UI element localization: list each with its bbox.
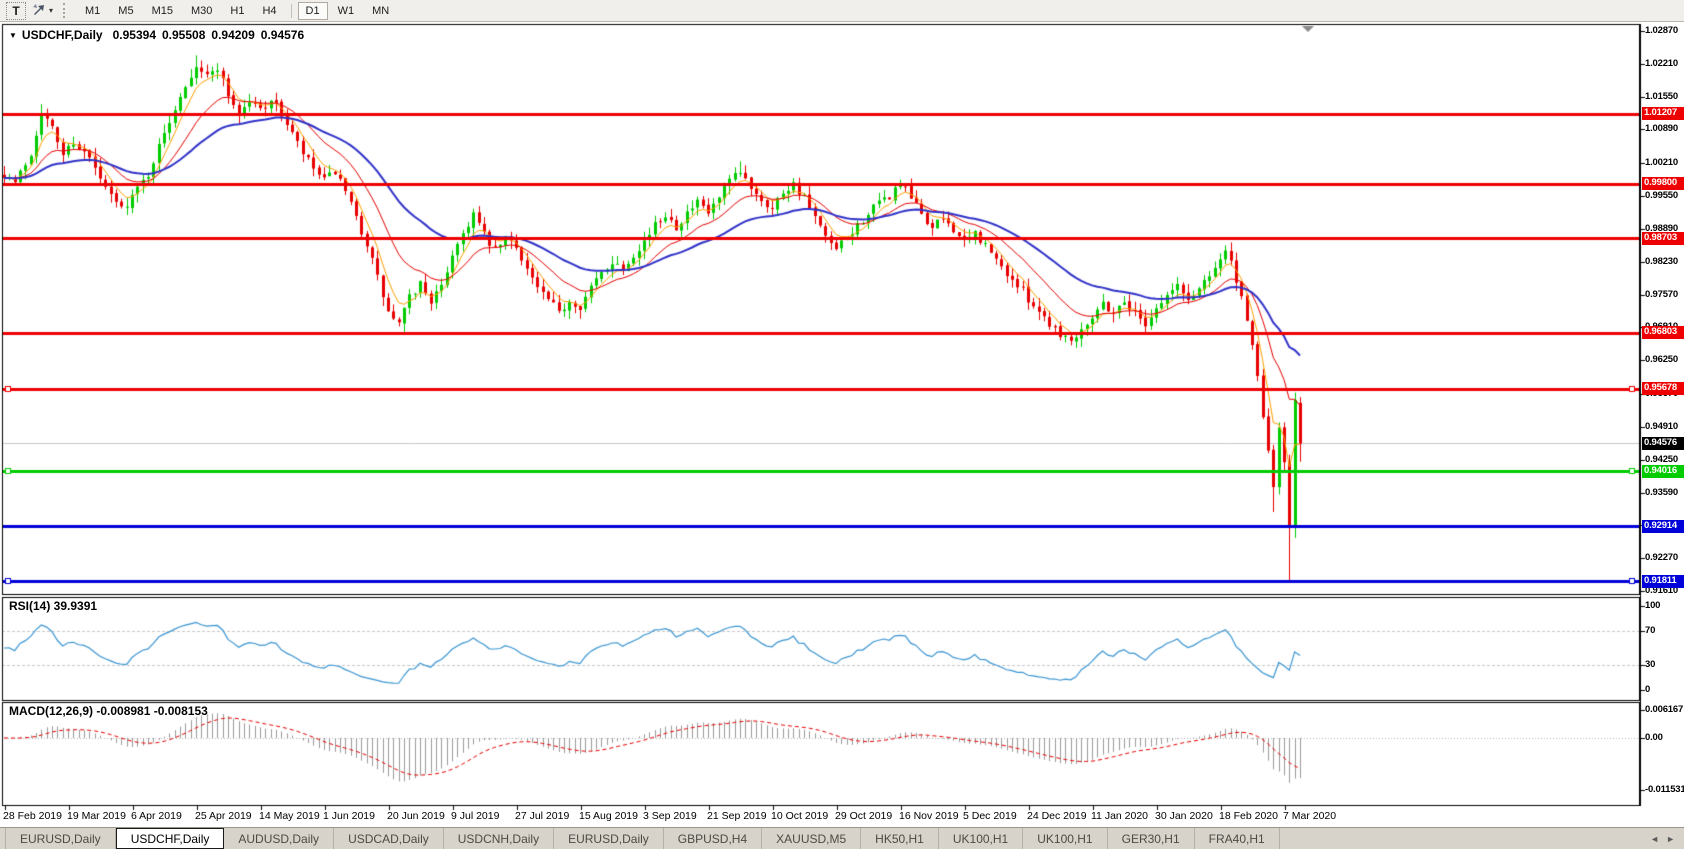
date-axis-label: 18 Feb 2020: [1219, 810, 1278, 822]
timeframe-button-mn[interactable]: MN: [364, 2, 397, 20]
date-axis-label: 25 Apr 2019: [195, 810, 252, 822]
toolbar-grip[interactable]: [63, 3, 69, 18]
rsi-indicator-label: RSI(14) 39.9391: [9, 599, 98, 613]
tab-scroll-arrows: ◄ ►: [1641, 828, 1684, 849]
text-tool-button[interactable]: T: [6, 1, 26, 20]
level-price-badge: 0.92914: [1642, 520, 1684, 533]
chart-tab-audusd-daily[interactable]: AUDUSD,Daily: [224, 828, 335, 849]
chart-tabs: EURUSD,Daily USDCHF,Daily AUDUSD,Daily USDC…: [0, 828, 1641, 849]
rsi-axis-label: 0: [1645, 684, 1651, 695]
timeframe-button-d1[interactable]: D1: [297, 1, 328, 20]
chart-tab-usdchf-daily[interactable]: USDCHF,Daily: [115, 828, 225, 849]
level-price-badge: 0.99800: [1642, 177, 1684, 190]
macd-axis-label: 0.006167: [1645, 704, 1684, 715]
chart-tab-eurusd-daily[interactable]: EURUSD,Daily: [5, 828, 116, 849]
price-axis-label: 1.01550: [1645, 90, 1678, 102]
price-axis-label: 0.92270: [1645, 552, 1678, 564]
date-axis-label: 21 Sep 2019: [707, 810, 767, 822]
chart-tabs-bar: EURUSD,Daily USDCHF,Daily AUDUSD,Daily USDC…: [0, 827, 1684, 849]
price-axis-label: 0.93590: [1645, 486, 1678, 498]
rsi-axis-label: 30: [1645, 658, 1656, 670]
date-axis-label: 1 Jun 2019: [323, 810, 375, 822]
toolbar: T ▾ M1 M5 M15 M30 H1 H4 D1 W1 MN: [0, 0, 1684, 22]
timeframe-buttons: M1 M5 M15 M30 H1 H4 D1 W1 MN: [76, 1, 398, 20]
chart-tab-uk100-h1[interactable]: UK100,H1: [939, 828, 1024, 849]
objects-tool-icon: [32, 3, 47, 19]
chart-tab-fra40-h1[interactable]: FRA40,H1: [1195, 828, 1280, 849]
price-axis-label: 1.00890: [1645, 123, 1678, 135]
date-axis-label: 24 Dec 2019: [1027, 810, 1087, 822]
chart-tab-usdcnh-daily[interactable]: USDCNH,Daily: [444, 828, 555, 849]
chart-tab-eurusd-daily[interactable]: EURUSD,Daily: [554, 828, 664, 849]
date-axis-label: 14 May 2019: [259, 810, 320, 822]
ohlc-close: 0.94576: [260, 28, 305, 42]
date-axis-label: 11 Jan 2020: [1091, 810, 1149, 822]
timeframe-button-m15[interactable]: M15: [144, 2, 181, 20]
date-axis-label: 15 Aug 2019: [579, 810, 638, 822]
date-axis-label: 16 Nov 2019: [899, 810, 959, 822]
date-axis-label: 6 Apr 2019: [131, 810, 182, 822]
chart-window[interactable]: ▼ USDCHF,Daily 0.95394 0.95508 0.94209 0.9457…: [0, 23, 1684, 827]
level-price-badge: 0.98703: [1642, 232, 1684, 245]
date-axis-label: 7 Mar 2020: [1283, 810, 1337, 822]
price-axis-label: 0.98230: [1645, 255, 1678, 267]
date-axis-label: 30 Jan 2020: [1155, 810, 1213, 822]
price-chart-canvas[interactable]: [0, 23, 1684, 827]
date-axis-label: 5 Dec 2019: [963, 810, 1017, 822]
level-price-badge: 0.94016: [1642, 465, 1684, 478]
date-axis-label: 3 Sep 2019: [643, 810, 697, 822]
ohlc-open: 0.95394: [112, 28, 156, 42]
chevron-down-icon: ▾: [49, 6, 54, 15]
current-price-badge: 0.94576: [1642, 437, 1684, 450]
price-axis-label: 1.02210: [1645, 57, 1678, 69]
collapse-caret-icon[interactable]: ▼: [9, 31, 17, 40]
toolbar-separator: [290, 3, 292, 18]
price-axis-label: 1.00210: [1645, 157, 1678, 169]
date-axis-label: 27 Jul 2019: [515, 810, 570, 822]
timeframe-button-h4[interactable]: H4: [254, 2, 284, 20]
price-axis-label: 0.96250: [1645, 354, 1678, 366]
price-axis-label: 0.98890: [1645, 222, 1678, 234]
date-axis-label: 28 Feb 2019: [3, 810, 62, 822]
scroll-tabs-left-button[interactable]: ◄: [1650, 833, 1660, 844]
rsi-axis-label: 70: [1645, 625, 1656, 637]
price-axis-label: 1.02870: [1645, 25, 1678, 36]
rsi-axis-label: 100: [1645, 600, 1661, 611]
chart-tab-gbpusd-h4[interactable]: GBPUSD,H4: [664, 828, 763, 849]
level-price-badge: 0.96803: [1642, 326, 1684, 339]
ohlc-low: 0.94209: [211, 28, 255, 42]
date-axis-label: 29 Oct 2019: [835, 810, 893, 822]
ohlc-high: 0.95508: [162, 28, 206, 42]
price-axis-label: 0.97570: [1645, 288, 1678, 300]
chart-title: ▼ USDCHF,Daily 0.95394 0.95508 0.94209 0.9457…: [9, 28, 310, 42]
macd-axis-label: 0.00: [1645, 732, 1663, 743]
price-axis-label: 0.91610: [1645, 585, 1678, 596]
macd-axis-label: -0.011531: [1645, 784, 1684, 796]
level-price-badge: 0.91811: [1642, 575, 1684, 588]
date-axis-label: 10 Oct 2019: [771, 810, 829, 822]
timeframe-button-m1[interactable]: M1: [77, 2, 108, 20]
price-axis-label: 0.94910: [1645, 420, 1678, 432]
price-axis-label: 0.99550: [1645, 190, 1678, 202]
chart-symbol-label: USDCHF,Daily: [21, 28, 103, 42]
chart-tab-usdcad-daily[interactable]: USDCAD,Daily: [334, 828, 444, 849]
scroll-tabs-right-button[interactable]: ►: [1666, 833, 1675, 844]
timeframe-button-w1[interactable]: W1: [330, 2, 363, 20]
date-axis-label: 20 Jun 2019: [387, 810, 445, 822]
objects-tool-button[interactable]: ▾: [28, 2, 57, 20]
chart-tab-hk50-h1[interactable]: HK50,H1: [861, 828, 939, 849]
timeframe-button-m5[interactable]: M5: [110, 2, 141, 20]
chart-tab-xauusd-m5[interactable]: XAUUSD,M5: [762, 828, 862, 849]
chart-tab-ger30-h1[interactable]: GER30,H1: [1108, 828, 1195, 849]
timeframe-button-m30[interactable]: M30: [183, 2, 220, 20]
date-axis-label: 9 Jul 2019: [451, 810, 500, 822]
chart-tab-uk100-h1[interactable]: UK100,H1: [1023, 828, 1108, 849]
level-price-badge: 1.01207: [1642, 107, 1684, 120]
price-axis-label: 0.94250: [1645, 453, 1678, 465]
macd-indicator-label: MACD(12,26,9) -0.008981 -0.008153: [9, 704, 208, 718]
date-axis-label: 19 Mar 2019: [67, 810, 126, 822]
level-price-badge: 0.95678: [1642, 382, 1684, 395]
ohlc-values: 0.95394 0.95508 0.94209 0.94576: [113, 28, 311, 42]
timeframe-button-h1[interactable]: H1: [222, 2, 252, 20]
